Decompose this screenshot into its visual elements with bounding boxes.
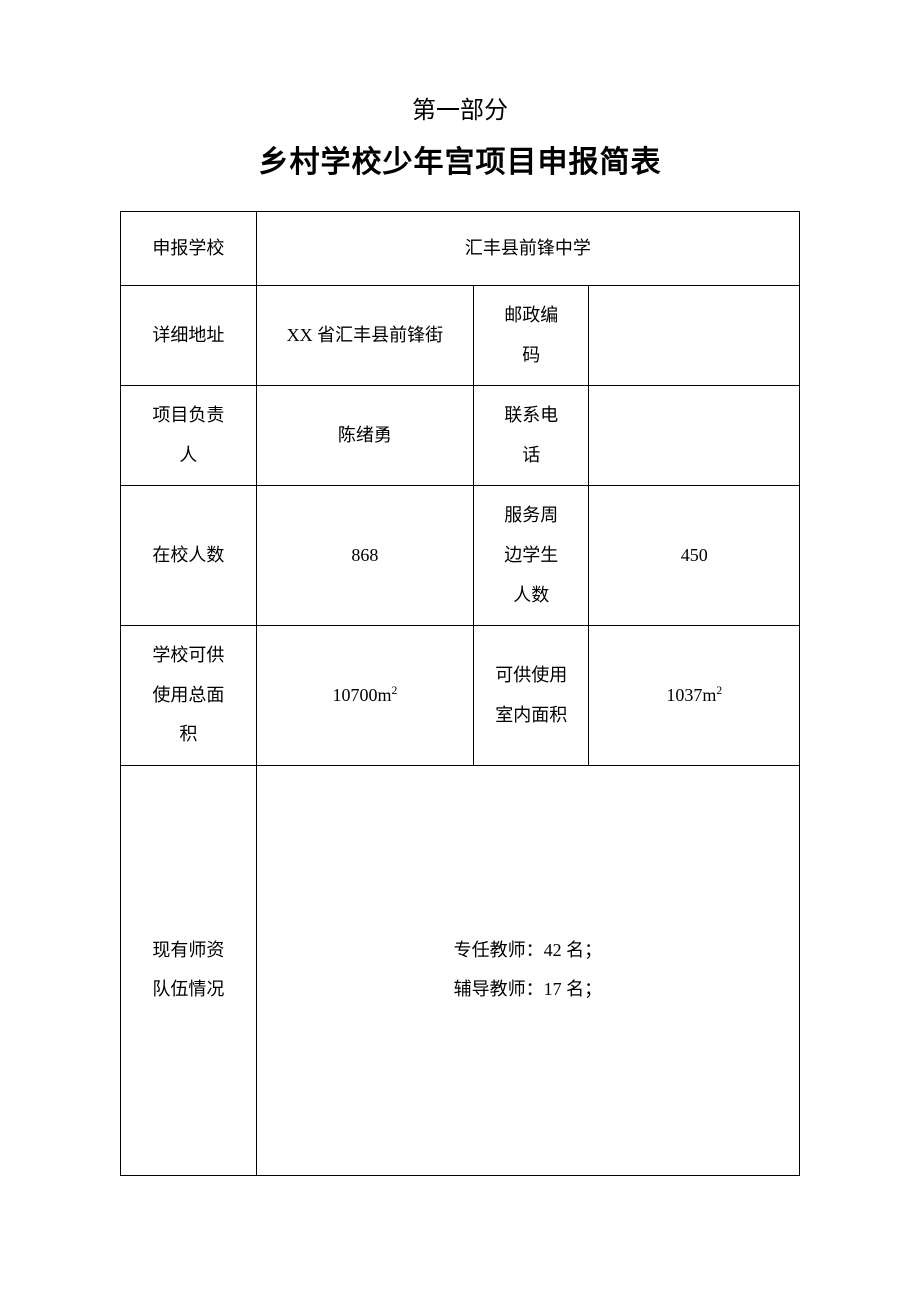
part-title: 第一部分 (120, 90, 800, 125)
area-label-line3: 积 (179, 724, 197, 744)
table-row: 项目负责 人 陈绪勇 联系电 话 (121, 386, 800, 486)
leader-label: 项目负责 人 (121, 386, 257, 486)
enroll-label: 在校人数 (121, 486, 257, 626)
main-title: 乡村学校少年宫项目申报简表 (120, 137, 800, 181)
teacher-label-line1: 现有师资 (152, 940, 224, 960)
postal-label-line2: 码 (522, 345, 540, 365)
area-label: 学校可供 使用总面 积 (121, 626, 257, 766)
leader-value: 陈绪勇 (256, 386, 473, 486)
phone-value (589, 386, 800, 486)
table-row: 现有师资 队伍情况 专任教师：42 名； 辅导教师：17 名； (121, 765, 800, 1175)
teacher-value: 专任教师：42 名； 辅导教师：17 名； (256, 765, 799, 1175)
table-row: 在校人数 868 服务周 边学生 人数 450 (121, 486, 800, 626)
teacher-label: 现有师资 队伍情况 (121, 765, 257, 1175)
postal-label-line1: 邮政编 (504, 305, 558, 325)
table-row: 详细地址 XX 省汇丰县前锋街 邮政编 码 (121, 286, 800, 386)
phone-label: 联系电 话 (474, 386, 589, 486)
indoor-label-line2: 室内面积 (495, 705, 567, 725)
address-value: XX 省汇丰县前锋街 (256, 286, 473, 386)
indoor-value: 1037m2 (589, 626, 800, 766)
teacher-value-line1: 专任教师：42 名； (454, 940, 603, 960)
area-label-line2: 使用总面 (152, 685, 224, 705)
enroll-value: 868 (256, 486, 473, 626)
table-row: 申报学校 汇丰县前锋中学 (121, 212, 800, 286)
school-value: 汇丰县前锋中学 (256, 212, 799, 286)
area-value: 10700m2 (256, 626, 473, 766)
document-header: 第一部分 乡村学校少年宫项目申报简表 (120, 90, 800, 181)
postal-label: 邮政编 码 (474, 286, 589, 386)
indoor-label-line1: 可供使用 (495, 665, 567, 685)
postal-value (589, 286, 800, 386)
leader-label-line2: 人 (179, 445, 197, 465)
application-form-table: 申报学校 汇丰县前锋中学 详细地址 XX 省汇丰县前锋街 邮政编 码 项目负责 … (120, 211, 800, 1176)
indoor-value-sup: 2 (716, 684, 722, 697)
leader-label-line1: 项目负责 (152, 405, 224, 425)
indoor-value-num: 1037m (666, 685, 716, 705)
teacher-value-line2: 辅导教师：17 名； (454, 979, 603, 999)
address-label: 详细地址 (121, 286, 257, 386)
nearby-value: 450 (589, 486, 800, 626)
table-row: 学校可供 使用总面 积 10700m2 可供使用 室内面积 1037m2 (121, 626, 800, 766)
area-value-num: 10700m (333, 685, 392, 705)
area-value-sup: 2 (392, 684, 398, 697)
area-label-line1: 学校可供 (152, 645, 224, 665)
nearby-label: 服务周 边学生 人数 (474, 486, 589, 626)
phone-label-line2: 话 (522, 445, 540, 465)
nearby-label-line3: 人数 (513, 585, 549, 605)
phone-label-line1: 联系电 (504, 405, 558, 425)
nearby-label-line1: 服务周 (504, 505, 558, 525)
nearby-label-line2: 边学生 (504, 545, 558, 565)
indoor-label: 可供使用 室内面积 (474, 626, 589, 766)
teacher-label-line2: 队伍情况 (152, 979, 224, 999)
school-label: 申报学校 (121, 212, 257, 286)
